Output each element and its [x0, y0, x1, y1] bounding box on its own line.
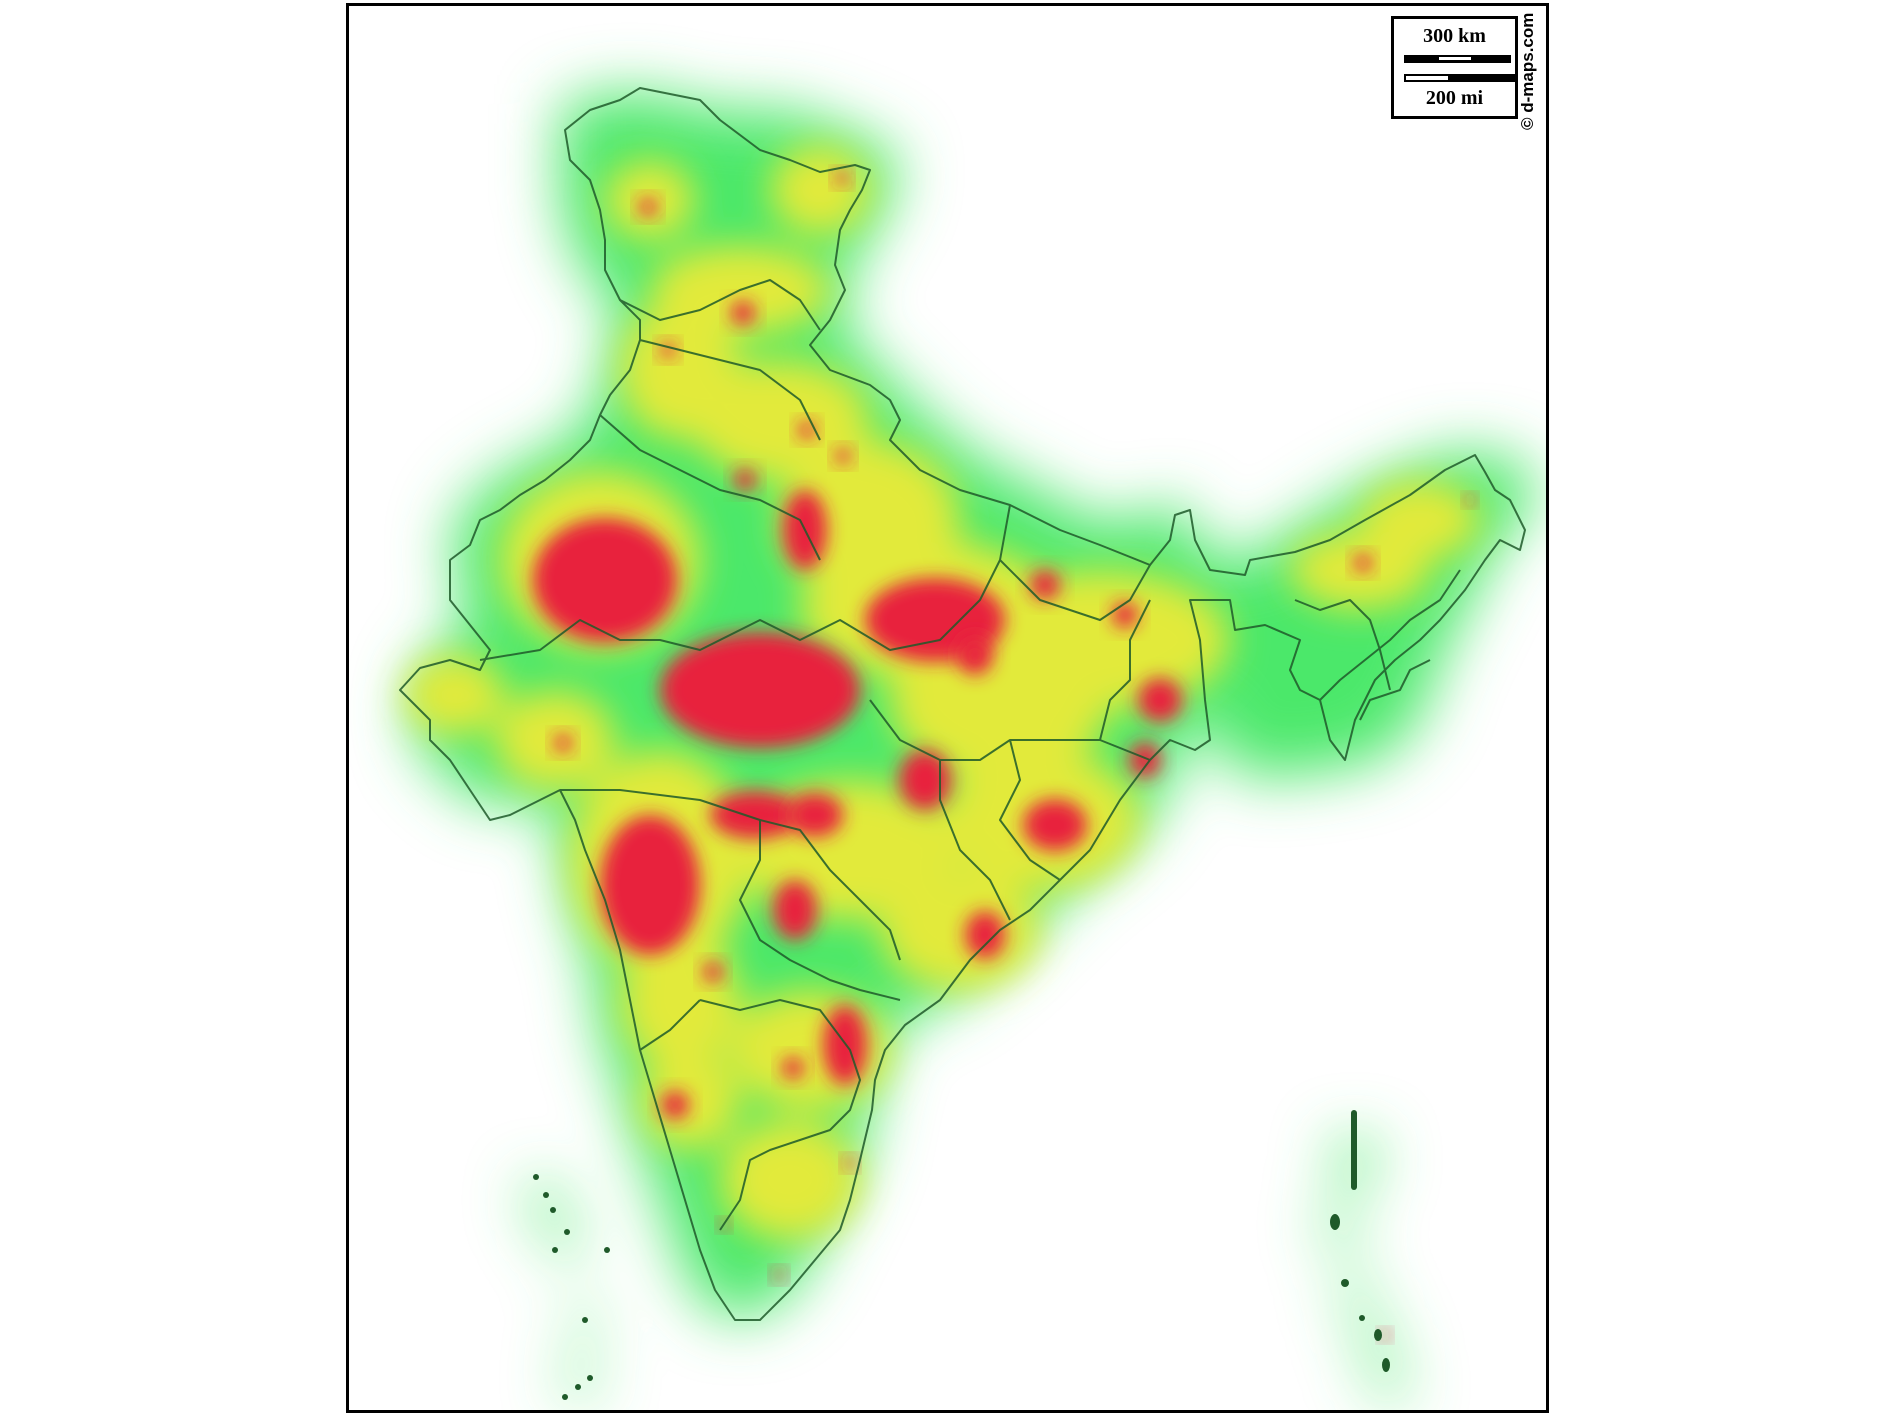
scale-mi-bar — [1404, 74, 1518, 82]
country-borders — [399, 87, 1526, 1321]
scale-bar: 300 km 200 mi — [1391, 16, 1518, 119]
islands — [533, 1110, 1390, 1400]
source-credit: © d-maps.com — [1518, 12, 1537, 130]
scale-mi-label: 200 mi — [1425, 87, 1484, 109]
scale-km-bar — [1404, 55, 1511, 63]
scale-km-label: 300 km — [1423, 25, 1486, 47]
